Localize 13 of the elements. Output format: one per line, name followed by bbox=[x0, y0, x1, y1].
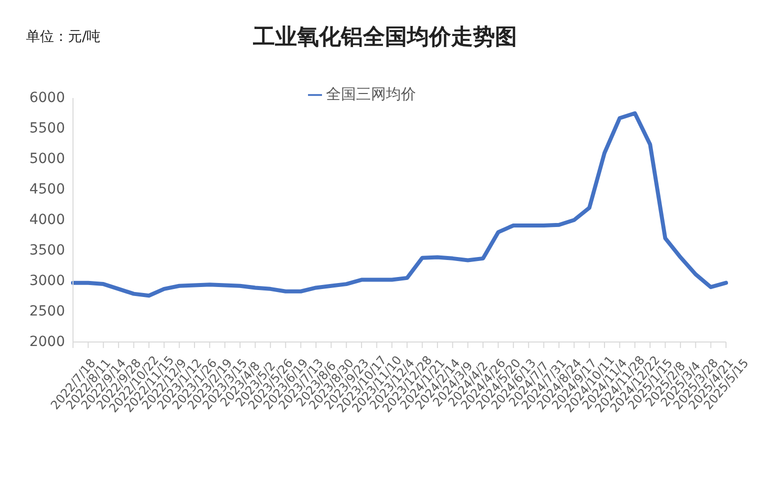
y-tick-label: 4500 bbox=[29, 182, 65, 198]
y-tick-label: 6000 bbox=[29, 90, 65, 106]
chart-title: 工业氧化铝全国均价走势图 bbox=[253, 24, 517, 50]
legend-label: 全国三网均价 bbox=[326, 85, 416, 103]
y-tick-label: 5000 bbox=[29, 151, 65, 167]
y-tick-label: 4000 bbox=[29, 212, 65, 228]
y-tick-label: 2000 bbox=[29, 334, 65, 350]
y-tick-label: 3000 bbox=[29, 273, 65, 289]
y-tick-label: 5500 bbox=[29, 120, 65, 136]
line-series bbox=[71, 111, 728, 298]
y-axis-title: 单位：元/吨 bbox=[26, 28, 101, 46]
y-tick-label: 2500 bbox=[29, 304, 65, 320]
y-tick-label: 3500 bbox=[29, 242, 65, 258]
